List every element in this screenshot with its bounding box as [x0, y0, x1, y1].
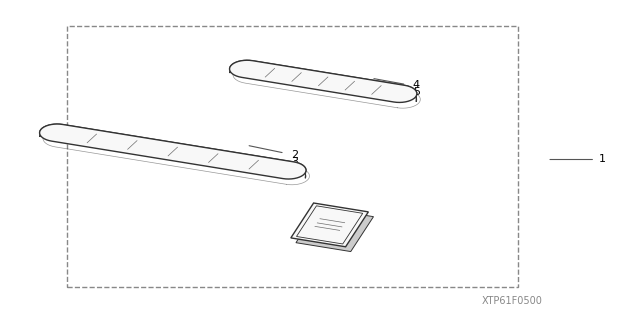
Polygon shape	[230, 60, 417, 102]
Polygon shape	[40, 124, 306, 178]
Polygon shape	[40, 124, 306, 179]
Text: 5: 5	[413, 87, 420, 97]
Polygon shape	[296, 208, 374, 252]
Polygon shape	[296, 206, 363, 244]
Polygon shape	[291, 203, 369, 247]
Text: 2: 2	[291, 150, 298, 160]
Text: 1: 1	[598, 154, 605, 165]
Bar	[67, 26, 518, 287]
Text: XTP61F0500: XTP61F0500	[481, 296, 543, 306]
Text: 4: 4	[413, 79, 420, 90]
Polygon shape	[230, 60, 417, 102]
Text: 3: 3	[291, 157, 298, 167]
